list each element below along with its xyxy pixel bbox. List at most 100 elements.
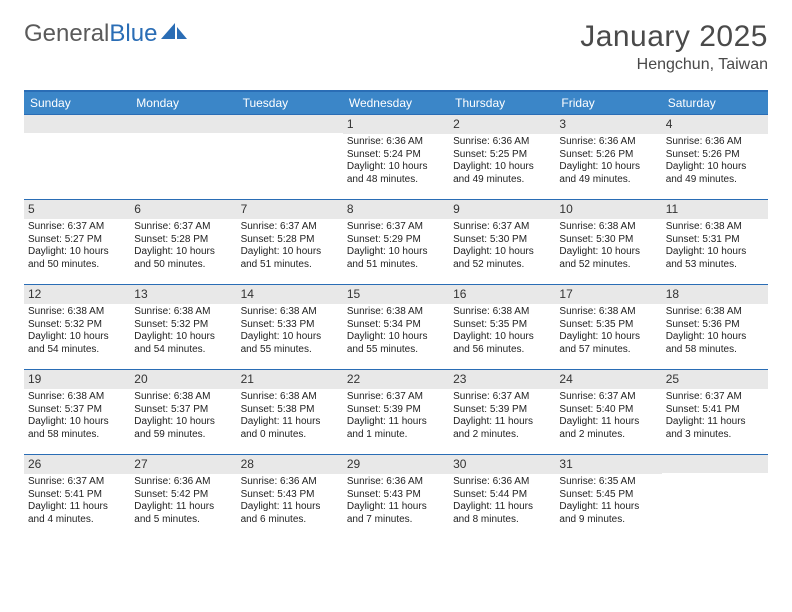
day-cell: 17Sunrise: 6:38 AMSunset: 5:35 PMDayligh…: [555, 285, 661, 369]
sunrise-text: Sunrise: 6:37 AM: [559, 391, 657, 404]
day-body: Sunrise: 6:36 AMSunset: 5:42 PMDaylight:…: [130, 474, 236, 530]
day-body: Sunrise: 6:37 AMSunset: 5:28 PMDaylight:…: [130, 219, 236, 275]
day-number: 28: [237, 455, 343, 474]
sunrise-text: Sunrise: 6:36 AM: [347, 476, 445, 489]
day-body: Sunrise: 6:38 AMSunset: 5:35 PMDaylight:…: [555, 304, 661, 360]
day-number: 5: [24, 200, 130, 219]
daylight-text: Daylight: 10 hours and 52 minutes.: [453, 246, 551, 271]
day-body: Sunrise: 6:37 AMSunset: 5:39 PMDaylight:…: [449, 389, 555, 445]
day-number: [237, 115, 343, 133]
day-body: Sunrise: 6:36 AMSunset: 5:26 PMDaylight:…: [555, 134, 661, 190]
daylight-text: Daylight: 11 hours and 0 minutes.: [241, 416, 339, 441]
day-number: 12: [24, 285, 130, 304]
sunrise-text: Sunrise: 6:37 AM: [347, 221, 445, 234]
calendar-page: GeneralBlue January 2025 Hengchun, Taiwa…: [0, 0, 792, 549]
day-number: 10: [555, 200, 661, 219]
sunrise-text: Sunrise: 6:38 AM: [28, 391, 126, 404]
sunrise-text: Sunrise: 6:37 AM: [241, 221, 339, 234]
weekday-sun: Sunday: [24, 92, 130, 114]
day-number: 31: [555, 455, 661, 474]
day-cell: 9Sunrise: 6:37 AMSunset: 5:30 PMDaylight…: [449, 200, 555, 284]
daylight-text: Daylight: 11 hours and 3 minutes.: [666, 416, 764, 441]
day-body: Sunrise: 6:36 AMSunset: 5:24 PMDaylight:…: [343, 134, 449, 190]
day-body: Sunrise: 6:36 AMSunset: 5:43 PMDaylight:…: [237, 474, 343, 530]
calendar: Sunday Monday Tuesday Wednesday Thursday…: [24, 90, 768, 539]
day-cell: [662, 455, 768, 539]
daylight-text: Daylight: 10 hours and 49 minutes.: [453, 161, 551, 186]
sunset-text: Sunset: 5:39 PM: [347, 404, 445, 417]
day-body: Sunrise: 6:38 AMSunset: 5:38 PMDaylight:…: [237, 389, 343, 445]
day-cell: 19Sunrise: 6:38 AMSunset: 5:37 PMDayligh…: [24, 370, 130, 454]
sunset-text: Sunset: 5:32 PM: [28, 319, 126, 332]
day-cell: 4Sunrise: 6:36 AMSunset: 5:26 PMDaylight…: [662, 115, 768, 199]
day-body: Sunrise: 6:37 AMSunset: 5:41 PMDaylight:…: [24, 474, 130, 530]
sunrise-text: Sunrise: 6:38 AM: [666, 221, 764, 234]
daylight-text: Daylight: 10 hours and 59 minutes.: [134, 416, 232, 441]
sunset-text: Sunset: 5:29 PM: [347, 234, 445, 247]
sunrise-text: Sunrise: 6:38 AM: [453, 306, 551, 319]
day-cell: 11Sunrise: 6:38 AMSunset: 5:31 PMDayligh…: [662, 200, 768, 284]
day-cell: 10Sunrise: 6:38 AMSunset: 5:30 PMDayligh…: [555, 200, 661, 284]
sunset-text: Sunset: 5:41 PM: [666, 404, 764, 417]
sunrise-text: Sunrise: 6:38 AM: [28, 306, 126, 319]
weekday-thu: Thursday: [449, 92, 555, 114]
sunrise-text: Sunrise: 6:37 AM: [453, 221, 551, 234]
sunset-text: Sunset: 5:24 PM: [347, 149, 445, 162]
daylight-text: Daylight: 11 hours and 4 minutes.: [28, 501, 126, 526]
day-number: 13: [130, 285, 236, 304]
logo-sail-icon: [161, 20, 187, 48]
sunrise-text: Sunrise: 6:37 AM: [453, 391, 551, 404]
day-body: Sunrise: 6:37 AMSunset: 5:39 PMDaylight:…: [343, 389, 449, 445]
day-body: Sunrise: 6:36 AMSunset: 5:43 PMDaylight:…: [343, 474, 449, 530]
daylight-text: Daylight: 10 hours and 55 minutes.: [241, 331, 339, 356]
sunset-text: Sunset: 5:39 PM: [453, 404, 551, 417]
day-body: Sunrise: 6:37 AMSunset: 5:30 PMDaylight:…: [449, 219, 555, 275]
day-number: 29: [343, 455, 449, 474]
day-number: 18: [662, 285, 768, 304]
daylight-text: Daylight: 11 hours and 7 minutes.: [347, 501, 445, 526]
day-number: 26: [24, 455, 130, 474]
daylight-text: Daylight: 10 hours and 54 minutes.: [134, 331, 232, 356]
sunset-text: Sunset: 5:28 PM: [134, 234, 232, 247]
daylight-text: Daylight: 11 hours and 6 minutes.: [241, 501, 339, 526]
day-body: Sunrise: 6:38 AMSunset: 5:37 PMDaylight:…: [24, 389, 130, 445]
day-cell: 21Sunrise: 6:38 AMSunset: 5:38 PMDayligh…: [237, 370, 343, 454]
day-cell: 30Sunrise: 6:36 AMSunset: 5:44 PMDayligh…: [449, 455, 555, 539]
day-body: Sunrise: 6:38 AMSunset: 5:34 PMDaylight:…: [343, 304, 449, 360]
sunrise-text: Sunrise: 6:38 AM: [347, 306, 445, 319]
day-cell: 16Sunrise: 6:38 AMSunset: 5:35 PMDayligh…: [449, 285, 555, 369]
day-cell: [237, 115, 343, 199]
day-cell: 14Sunrise: 6:38 AMSunset: 5:33 PMDayligh…: [237, 285, 343, 369]
weekday-fri: Friday: [555, 92, 661, 114]
daylight-text: Daylight: 10 hours and 53 minutes.: [666, 246, 764, 271]
day-body: Sunrise: 6:38 AMSunset: 5:35 PMDaylight:…: [449, 304, 555, 360]
sunset-text: Sunset: 5:35 PM: [559, 319, 657, 332]
day-body: Sunrise: 6:37 AMSunset: 5:28 PMDaylight:…: [237, 219, 343, 275]
day-number: 15: [343, 285, 449, 304]
daylight-text: Daylight: 10 hours and 49 minutes.: [559, 161, 657, 186]
sunset-text: Sunset: 5:34 PM: [347, 319, 445, 332]
day-body: Sunrise: 6:38 AMSunset: 5:31 PMDaylight:…: [662, 219, 768, 275]
week-row: 26Sunrise: 6:37 AMSunset: 5:41 PMDayligh…: [24, 454, 768, 539]
day-cell: 27Sunrise: 6:36 AMSunset: 5:42 PMDayligh…: [130, 455, 236, 539]
daylight-text: Daylight: 10 hours and 56 minutes.: [453, 331, 551, 356]
day-cell: 13Sunrise: 6:38 AMSunset: 5:32 PMDayligh…: [130, 285, 236, 369]
sunset-text: Sunset: 5:41 PM: [28, 489, 126, 502]
daylight-text: Daylight: 10 hours and 58 minutes.: [28, 416, 126, 441]
sunset-text: Sunset: 5:33 PM: [241, 319, 339, 332]
day-number: 19: [24, 370, 130, 389]
day-body: Sunrise: 6:36 AMSunset: 5:44 PMDaylight:…: [449, 474, 555, 530]
daylight-text: Daylight: 10 hours and 51 minutes.: [241, 246, 339, 271]
day-body: Sunrise: 6:37 AMSunset: 5:41 PMDaylight:…: [662, 389, 768, 445]
day-number: [24, 115, 130, 133]
sunrise-text: Sunrise: 6:36 AM: [134, 476, 232, 489]
weekday-sat: Saturday: [662, 92, 768, 114]
day-cell: 12Sunrise: 6:38 AMSunset: 5:32 PMDayligh…: [24, 285, 130, 369]
day-cell: 2Sunrise: 6:36 AMSunset: 5:25 PMDaylight…: [449, 115, 555, 199]
day-cell: 25Sunrise: 6:37 AMSunset: 5:41 PMDayligh…: [662, 370, 768, 454]
day-cell: 15Sunrise: 6:38 AMSunset: 5:34 PMDayligh…: [343, 285, 449, 369]
sunset-text: Sunset: 5:35 PM: [453, 319, 551, 332]
sunset-text: Sunset: 5:30 PM: [559, 234, 657, 247]
daylight-text: Daylight: 10 hours and 48 minutes.: [347, 161, 445, 186]
logo-text-1: General: [24, 20, 109, 48]
